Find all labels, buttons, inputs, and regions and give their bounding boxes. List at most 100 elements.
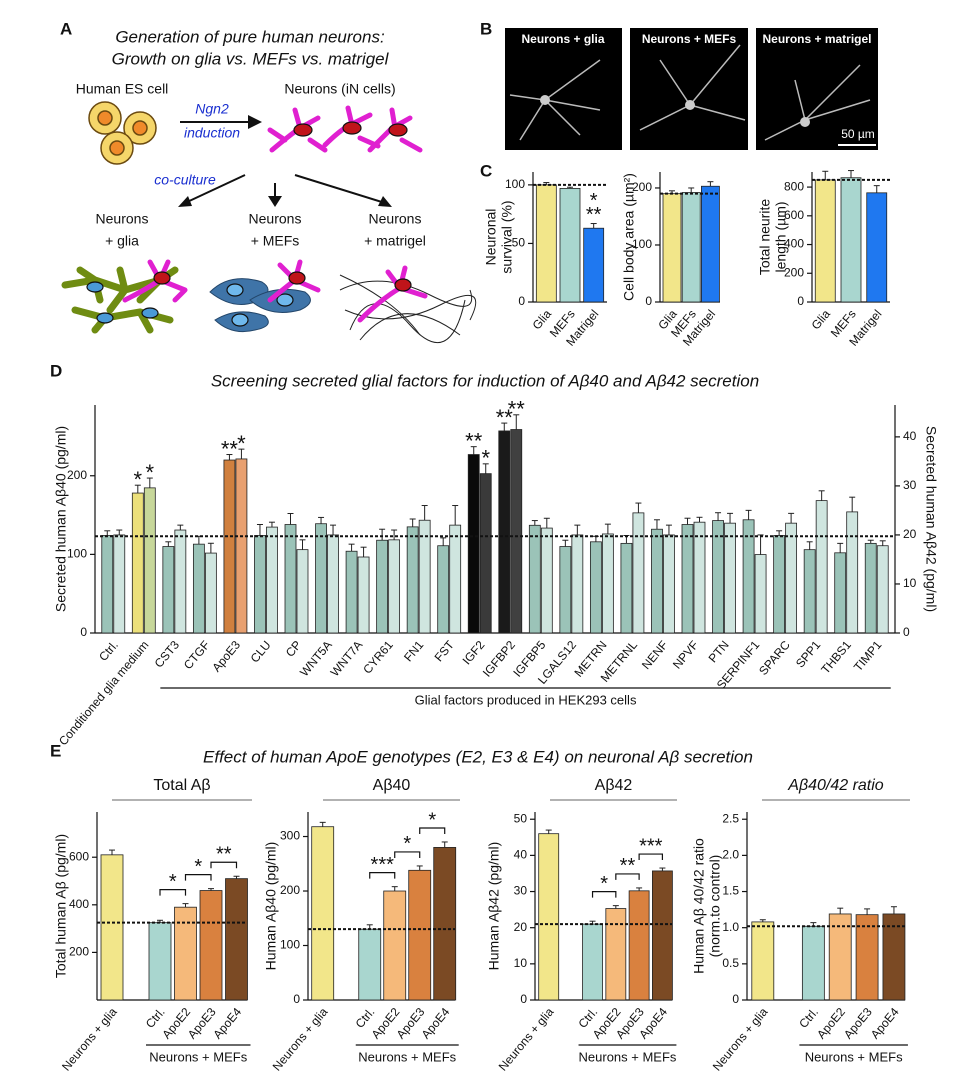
chart-subtitle: Aβ42 [595, 777, 633, 794]
y-tick-label: 200 [67, 468, 87, 482]
bracket [394, 851, 421, 858]
bar [663, 534, 675, 634]
axis-label: Human Aβ 40/42 ratio [691, 838, 707, 974]
x-tick-label: ApoE3 [841, 1005, 875, 1042]
x-tick-label: CLU [248, 638, 274, 665]
bracket [638, 853, 664, 861]
y-tick-label: 40 [514, 848, 528, 862]
significance: * [237, 431, 246, 456]
panel-label: E [50, 741, 61, 760]
micrograph [630, 28, 748, 150]
y-tick-label: 2.0 [722, 848, 739, 862]
bar [345, 550, 358, 634]
bar [628, 890, 650, 1001]
bar [681, 192, 701, 303]
significance: ** [496, 405, 514, 430]
bar [131, 492, 144, 634]
bar [815, 500, 828, 634]
axis-label: Total neurite [757, 199, 773, 275]
bar [467, 454, 480, 634]
bar [620, 542, 633, 634]
x-tick-label: TIMP1 [851, 638, 885, 674]
node-label: Neurons [96, 211, 149, 227]
bracket [369, 872, 396, 879]
node-label: Neurons [369, 211, 422, 227]
group-label: Neurons + MEFs [579, 1049, 677, 1064]
bracket [210, 861, 238, 869]
axis-label: Human Aβ40 (pg/ml) [263, 842, 279, 971]
x-tick-label: CP [283, 638, 304, 660]
y-tick-label: 20 [514, 920, 528, 934]
bar [408, 869, 432, 1001]
bar [846, 511, 859, 634]
bar [535, 184, 557, 303]
bar [589, 541, 602, 634]
significance: * [590, 190, 598, 212]
arrow-label: Ngn2 [195, 101, 229, 117]
panel-label: C [480, 161, 492, 180]
bracket [159, 889, 187, 896]
bar [528, 524, 541, 634]
y-tick-label: 0 [80, 625, 87, 639]
image-label: Neurons + matrigel [762, 32, 871, 46]
bar [101, 535, 114, 634]
bar [855, 914, 879, 1001]
bar [388, 539, 401, 634]
x-tick-label: Ctrl. [796, 1005, 821, 1031]
group-label: Neurons + MEFs [805, 1049, 903, 1064]
x-tick-label: WNT7A [328, 638, 366, 679]
bar [632, 512, 645, 634]
bar [204, 552, 217, 634]
group-label: Neurons + MEFs [358, 1049, 456, 1064]
panel-label: A [60, 19, 72, 38]
y-tick-label: 300 [280, 829, 300, 843]
x-tick-label: CTGF [181, 638, 213, 672]
y2-tick-label: 30 [903, 478, 917, 492]
bar [785, 522, 798, 634]
x-tick-label: NPVF [670, 638, 701, 672]
bar [724, 522, 736, 634]
bar [571, 534, 584, 634]
bar [559, 546, 572, 634]
x-tick-label: WNT5A [297, 638, 335, 679]
arrow-label: co-culture [154, 172, 216, 188]
es-cells [88, 101, 157, 165]
y-tick-label: 600 [784, 208, 804, 222]
bar [662, 193, 682, 303]
bar [284, 524, 297, 634]
bar [223, 459, 236, 634]
diagram-title: Growth on glia vs. MEFs vs. matrigel [112, 49, 390, 68]
bar [751, 921, 775, 1001]
bar [681, 524, 694, 634]
mefs [209, 278, 311, 333]
x-tick-label: FN1 [401, 638, 427, 665]
bar [358, 928, 382, 1001]
y2-tick-label: 20 [903, 527, 917, 541]
bar [266, 526, 278, 634]
axis-label: Secreted human Aβ42 (pg/ml) [923, 426, 939, 612]
significance: ** [586, 204, 602, 226]
y-tick-label: 100 [280, 938, 300, 952]
image-label: Neurons + glia [521, 32, 604, 46]
panel-label: D [50, 361, 62, 380]
bar [701, 185, 720, 303]
panel-title: Screening secreted glial factors for ind… [211, 371, 759, 390]
bar [559, 187, 581, 303]
nuclei [293, 121, 408, 137]
bar [754, 554, 767, 634]
glia-nuclei [86, 281, 159, 324]
y2-tick-label: 40 [903, 429, 917, 443]
bar [876, 545, 889, 634]
bar [433, 847, 457, 1001]
arrow-heads [178, 196, 392, 207]
x-tick-label: ApoE4 [210, 1005, 244, 1042]
significance: * [146, 460, 155, 485]
x-tick-label: Neurons + glia [710, 1005, 771, 1072]
y-tick-label: 10 [514, 956, 528, 970]
scale-bar-label: 50 µm [841, 127, 875, 141]
x-tick-label: PTN [706, 638, 732, 665]
significance: ** [216, 844, 232, 866]
y-tick-label: 0 [645, 294, 652, 308]
bar [712, 520, 724, 634]
y-tick-label: 1.5 [722, 884, 739, 898]
